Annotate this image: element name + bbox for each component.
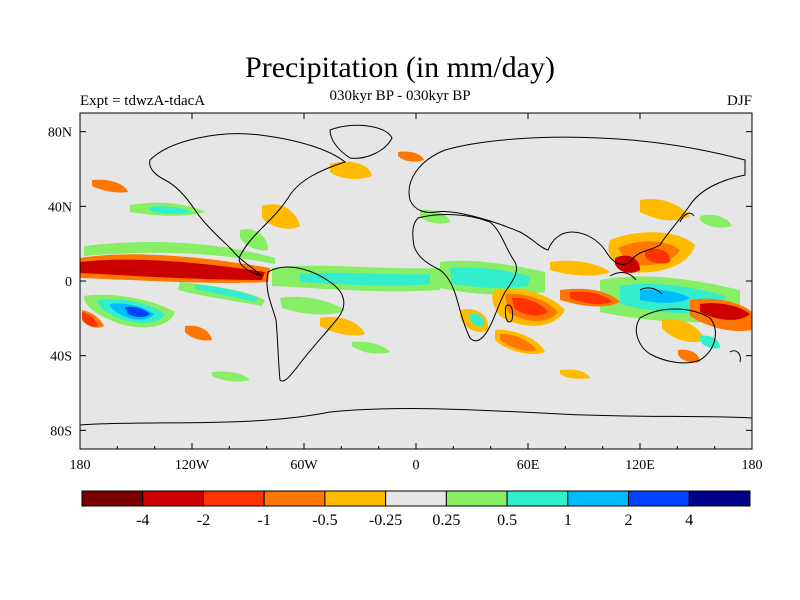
colorbar-swatch bbox=[142, 490, 204, 507]
lat-tick-label: 80N bbox=[48, 126, 72, 141]
map-title: Precipitation (in mm/day) bbox=[245, 51, 555, 84]
map-subtitle: 030kyr BP - 030kyr BP bbox=[329, 88, 471, 104]
colorbar-label: 0.25 bbox=[432, 512, 460, 529]
coastlines bbox=[80, 124, 752, 426]
experiment-label: Expt = tdwzA-tdacA bbox=[80, 93, 206, 109]
colorbar-swatch bbox=[324, 490, 387, 507]
lon-tick-label: 60W bbox=[290, 458, 318, 473]
colorbar-label: -0.25 bbox=[369, 512, 402, 529]
colorbar-swatch bbox=[567, 490, 630, 507]
colorbar-label: 2 bbox=[625, 512, 633, 529]
lon-tick-label: 120W bbox=[175, 458, 210, 473]
colorbar-swatch bbox=[628, 490, 690, 507]
lat-tick-label: 80S bbox=[50, 424, 72, 439]
season-label: DJF bbox=[726, 93, 752, 109]
colorbar-swatch bbox=[202, 490, 265, 507]
lat-tick-label: 40S bbox=[50, 350, 72, 365]
longitude-ticks: 180 120W 60W 0 60E 120E 180 bbox=[70, 113, 763, 473]
colorbar-label: -4 bbox=[136, 512, 149, 529]
colorbar-swatch bbox=[688, 490, 751, 507]
colorbar-swatch bbox=[506, 490, 569, 507]
lon-tick-label: 60E bbox=[517, 458, 540, 473]
colorbar-label: 0.5 bbox=[497, 512, 517, 529]
precip-anomaly-field bbox=[80, 151, 752, 382]
colorbar-swatch bbox=[81, 490, 144, 507]
lat-tick-label: 40N bbox=[48, 200, 72, 215]
colorbar-label: -1 bbox=[258, 512, 271, 529]
latitude-ticks: 80N 40N 0 40S 80S bbox=[48, 126, 752, 439]
colorbar-swatch bbox=[445, 490, 508, 507]
colorbar-label: 4 bbox=[685, 512, 693, 529]
colorbar: -4 -2 -1 -0.5 -0.25 0.25 0.5 1 2 4 bbox=[81, 490, 751, 529]
lon-tick-label: 180 bbox=[742, 458, 763, 473]
colorbar-label: -2 bbox=[197, 512, 210, 529]
colorbar-swatch bbox=[385, 490, 447, 507]
colorbar-label: 1 bbox=[564, 512, 572, 529]
lon-tick-label: 120E bbox=[625, 458, 655, 473]
lon-tick-label: 0 bbox=[413, 458, 420, 473]
lon-tick-label: 180 bbox=[70, 458, 91, 473]
colorbar-label: -0.5 bbox=[312, 512, 337, 529]
colorbar-swatch bbox=[263, 490, 326, 507]
lat-tick-label: 0 bbox=[65, 275, 72, 290]
